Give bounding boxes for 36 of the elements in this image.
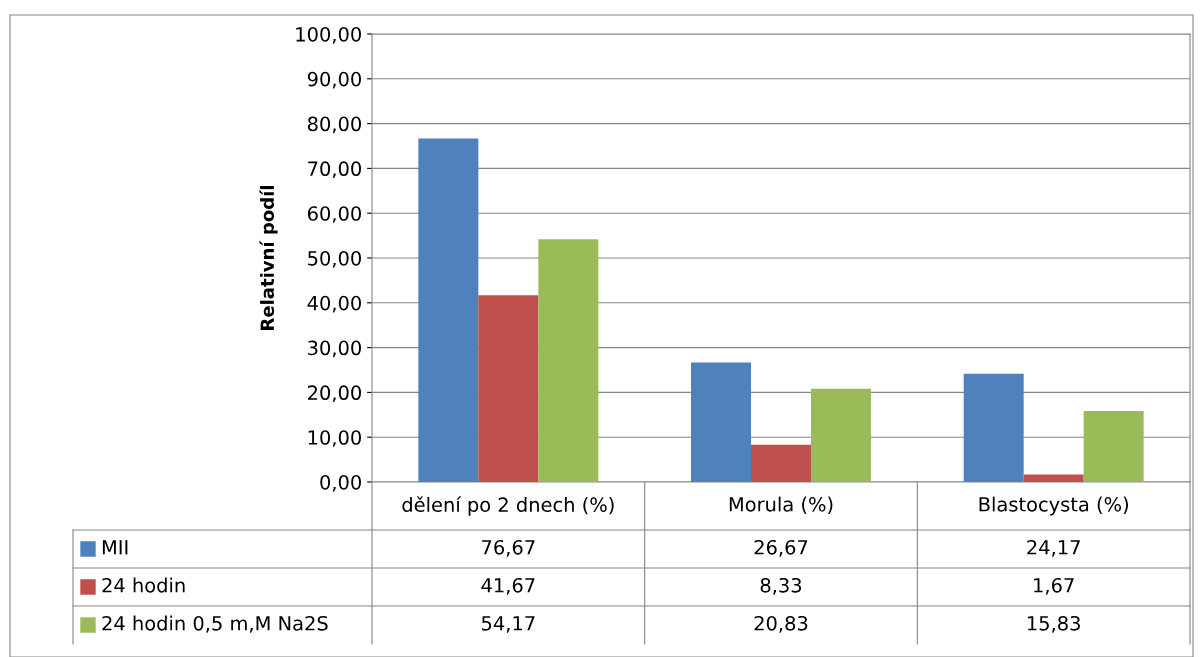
bar bbox=[810, 388, 871, 482]
y-tick-label: 50,00 bbox=[308, 250, 361, 268]
data-label: 20,83 bbox=[754, 615, 808, 633]
y-tick-label: 60,00 bbox=[307, 206, 361, 223]
bar bbox=[1023, 474, 1084, 482]
bar bbox=[691, 362, 752, 482]
bar bbox=[751, 444, 811, 482]
data-label: 24,17 bbox=[1027, 539, 1080, 557]
data-label: 15,83 bbox=[1027, 615, 1080, 633]
x-tick-label: Morula (%) bbox=[729, 496, 833, 514]
y-tick-label: 0,00 bbox=[320, 474, 361, 492]
y-tick-label: 70,00 bbox=[308, 161, 361, 179]
bar bbox=[1083, 411, 1144, 482]
y-tick-label: 100,00 bbox=[296, 26, 361, 44]
data-label: 54,17 bbox=[482, 616, 535, 633]
bar bbox=[418, 138, 479, 482]
data-label: 26,67 bbox=[754, 539, 808, 557]
y-tick-label: 30,00 bbox=[308, 340, 361, 358]
legend-label: MII bbox=[102, 540, 128, 555]
y-tick-label: 40,00 bbox=[307, 295, 361, 313]
data-label: 1,67 bbox=[1034, 577, 1074, 595]
x-tick-label: dělení po 2 dnech (%) bbox=[402, 496, 614, 516]
bar bbox=[538, 239, 599, 482]
data-label: 41,67 bbox=[481, 577, 535, 595]
data-label: 8,33 bbox=[760, 577, 802, 595]
bar bbox=[478, 295, 539, 482]
y-tick-label: 80,00 bbox=[307, 116, 361, 134]
legend-label: 24 hodin 0,5 m,M Na2S bbox=[102, 615, 328, 633]
y-axis-title: Relativní podíl bbox=[259, 185, 278, 330]
y-tick-label: 10,00 bbox=[308, 430, 361, 447]
bar bbox=[963, 373, 1024, 482]
data-label: 76,67 bbox=[482, 539, 535, 557]
y-tick-label: 20,00 bbox=[308, 385, 361, 403]
x-tick-label: Blastocysta (%) bbox=[979, 496, 1128, 516]
legend-label: 24 hodin bbox=[102, 577, 185, 593]
y-tick-label: 90,00 bbox=[307, 71, 361, 89]
